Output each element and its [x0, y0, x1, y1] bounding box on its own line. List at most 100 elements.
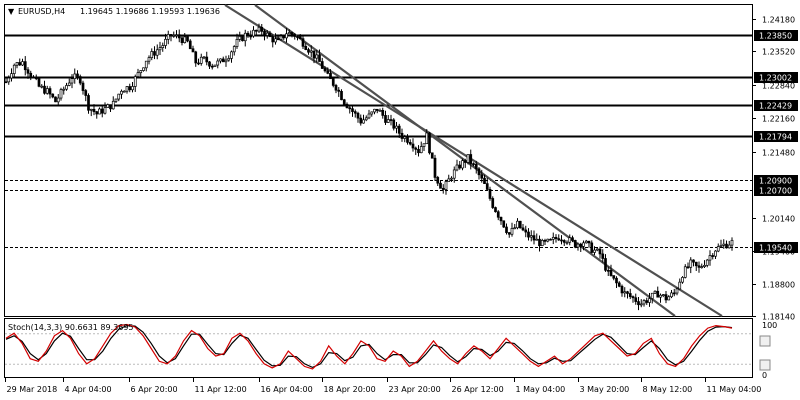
candle-body	[639, 303, 643, 306]
candle-body	[516, 220, 519, 229]
horizontal-levels	[5, 34, 752, 248]
candle-body	[510, 228, 514, 235]
candle-body	[496, 211, 500, 218]
y-tick-label-7: 1.18800	[762, 281, 795, 290]
candle-body	[450, 177, 453, 180]
candle-body	[716, 246, 720, 252]
candle-body	[370, 111, 374, 115]
candle-body	[87, 95, 90, 111]
candle-body	[263, 31, 266, 36]
candle-body	[213, 64, 217, 67]
candle-body	[637, 301, 640, 306]
candle-body	[117, 93, 121, 100]
candle-body	[400, 132, 404, 139]
stoch-scale-top: 100	[762, 321, 777, 330]
candle-body	[70, 78, 74, 84]
candle-body	[659, 294, 662, 298]
candle-body	[197, 62, 200, 65]
candle-body	[169, 34, 173, 36]
time-axis: 29 Mar 2018 4 Apr 04:00 6 Apr 20:00 11 Apr …	[5, 378, 761, 394]
x-tick-label-2: 6 Apr 20:00	[131, 385, 178, 394]
candle-body	[265, 32, 269, 36]
candle-body	[587, 240, 591, 244]
candle-body	[133, 76, 137, 87]
candle-body	[389, 119, 393, 121]
stochastic-lines	[5, 323, 752, 370]
candle-body	[626, 291, 629, 294]
candle-body	[89, 108, 93, 111]
candle-body	[153, 51, 156, 56]
y-tick-label-5: 1.20140	[762, 215, 795, 224]
level-tag-1: 1.23002	[759, 74, 792, 83]
candle-body	[194, 51, 198, 64]
candle-body	[274, 38, 277, 43]
candle-body	[692, 259, 695, 263]
candle-body	[216, 60, 220, 66]
candle-body	[513, 227, 517, 230]
candle-body	[395, 125, 398, 129]
candle-body	[175, 34, 178, 37]
candle-body	[276, 38, 280, 41]
indicator-resize-handle[interactable]	[759, 335, 771, 347]
x-tick-label-3: 11 Apr 12:00	[195, 385, 247, 394]
candle-body	[210, 65, 214, 68]
candle-body	[551, 236, 555, 240]
candle-body	[282, 35, 286, 39]
candle-body	[642, 300, 646, 305]
candle-body	[4, 81, 8, 84]
candle-body	[725, 243, 728, 249]
candle-body	[700, 266, 704, 269]
candle-body	[667, 296, 671, 301]
candle-body	[95, 111, 99, 115]
candle-body	[23, 61, 27, 71]
candle-body	[598, 248, 602, 255]
stoch-label: Stoch(14,3,3) 90.6631 89.3695	[8, 323, 134, 332]
level-tag-6: 1.19540	[759, 244, 792, 253]
candle-body	[529, 235, 533, 238]
candle-body	[238, 36, 242, 40]
candle-body	[155, 49, 159, 56]
candle-body	[458, 164, 462, 169]
candle-body	[403, 136, 407, 139]
candle-body	[452, 169, 456, 179]
candle-body	[436, 177, 440, 184]
candle-body	[54, 96, 57, 103]
candle-body	[106, 104, 110, 108]
candle-body	[232, 46, 236, 53]
indicator-resize-handle-2[interactable]	[759, 359, 771, 371]
candle-body	[705, 259, 709, 266]
candle-body	[65, 85, 68, 90]
candle-body	[543, 239, 547, 242]
candle-body	[557, 238, 561, 241]
candle-body	[730, 239, 734, 246]
stoch-scale-bottom: 0	[762, 371, 767, 380]
candle-body	[568, 237, 572, 243]
candle-body	[488, 189, 492, 199]
candle-body	[661, 294, 665, 296]
candle-body	[12, 64, 16, 74]
candle-body	[483, 177, 486, 184]
candle-body	[191, 48, 195, 53]
chart-menu-arrow-icon[interactable]: ▼	[8, 7, 15, 16]
candle-body	[188, 40, 192, 50]
candle-body	[623, 291, 627, 294]
candle-body	[309, 50, 313, 53]
candle-body	[257, 26, 261, 32]
candle-body	[26, 69, 30, 74]
candle-body	[161, 45, 165, 48]
candle-body	[271, 36, 275, 43]
candle-body	[342, 99, 346, 105]
candle-body	[362, 119, 365, 124]
candle-body	[469, 154, 473, 164]
candle-body	[408, 142, 412, 145]
candle-body	[672, 292, 676, 295]
candle-body	[455, 164, 459, 171]
candle-body	[722, 243, 726, 246]
indicator-pane-frame	[4, 318, 753, 378]
x-tick-label-4: 16 Apr 04:00	[261, 385, 313, 394]
candle-body	[320, 61, 324, 69]
candle-body	[463, 160, 467, 163]
candle-body	[378, 109, 382, 112]
candle-body	[172, 35, 176, 37]
